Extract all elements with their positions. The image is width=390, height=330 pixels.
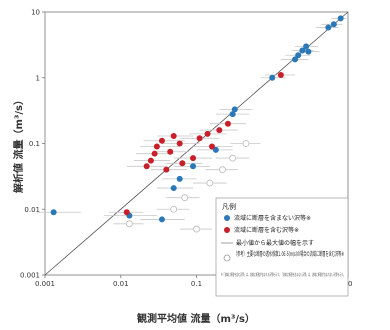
data-point-open xyxy=(170,205,178,213)
data-point-blue xyxy=(299,47,306,54)
data-point-blue xyxy=(325,24,332,31)
data-point-red xyxy=(167,148,174,155)
data-point-red xyxy=(176,140,183,147)
y-axis-title: 解析値 流量（m³/s） xyxy=(12,95,25,193)
data-point-red xyxy=(153,143,160,150)
data-point-blue xyxy=(292,56,299,63)
data-point-red xyxy=(163,166,170,173)
data-point-red xyxy=(123,209,130,216)
data-point-red xyxy=(216,127,223,134)
data-point-red xyxy=(179,160,186,167)
legend-title: 凡例 xyxy=(222,202,236,211)
data-point-red xyxy=(143,163,150,170)
data-point-red xyxy=(224,120,231,127)
y-tick-label: 0.001 xyxy=(20,272,40,280)
data-point-open xyxy=(229,154,237,162)
legend-box xyxy=(215,197,349,297)
data-point-blue xyxy=(229,111,236,118)
data-point-open xyxy=(242,140,250,147)
x-tick-label: 0.1 xyxy=(191,280,202,288)
legend-item-no-fault: 流域に断層を含まない沢等※ xyxy=(234,214,311,222)
data-point-blue xyxy=(231,106,238,113)
legend-note: ※「流域に断層を含む沢等」は、流域に断層が含まれる沢等を示す。「流域に断層を含ま… xyxy=(221,271,345,277)
legend-marker-red xyxy=(224,227,230,233)
data-point-blue xyxy=(305,48,312,55)
data-point-open xyxy=(125,220,133,228)
x-axis-title: 観測平均値 流量（m³/s） xyxy=(137,312,255,325)
data-point-red xyxy=(208,143,215,150)
data-point-blue xyxy=(303,43,310,50)
data-point-blue xyxy=(50,209,57,216)
y-tick-label: 0.01 xyxy=(24,206,40,214)
data-point-red xyxy=(196,135,203,142)
y-tick-label: 10 xyxy=(31,9,40,17)
data-point-blue xyxy=(330,21,337,28)
data-point-blue xyxy=(212,146,219,153)
data-point-red xyxy=(204,130,211,137)
data-point-red xyxy=(151,150,158,157)
legend-item-with-fault: 流域に断層を含む沢等※ xyxy=(234,226,299,234)
data-point-open xyxy=(193,225,200,233)
data-point-red xyxy=(190,155,197,162)
data-point-blue xyxy=(337,15,344,22)
data-point-blue xyxy=(295,52,302,59)
data-points xyxy=(50,15,344,233)
x-tick-label: 0.01 xyxy=(113,280,129,288)
y-tick-label: 1 xyxy=(36,74,40,82)
x-tick-label: 0.001 xyxy=(35,280,55,288)
data-point-blue xyxy=(176,175,183,182)
legend: 凡例 流域に断層を含まない沢等※ 流域に断層を含む沢等※ 最小値から最大値の幅を… xyxy=(215,197,349,297)
data-point-red xyxy=(277,72,284,79)
data-point-red xyxy=(170,133,177,140)
data-point-blue xyxy=(190,163,197,170)
data-point-blue xyxy=(170,185,177,192)
y-tick-label: 0.1 xyxy=(29,140,40,148)
data-point-red xyxy=(147,157,154,164)
data-point-open xyxy=(219,166,226,174)
data-point-red xyxy=(158,137,165,144)
data-point-blue xyxy=(158,216,165,223)
legend-item-reference: （参考）主要な断層の透水係数1.0E-5(m/s)の場合の流域に断層を含む沢等※ xyxy=(234,250,344,258)
y-axis-ticks: 0.001 0.01 0.1 1 10 xyxy=(20,9,45,280)
data-point-open xyxy=(181,194,189,202)
legend-item-range: 最小値から最大値の幅を示す xyxy=(236,239,314,247)
legend-marker-blue xyxy=(224,215,230,221)
data-point-open xyxy=(206,179,214,187)
data-point-blue xyxy=(269,74,276,81)
legend-marker-open xyxy=(223,254,231,262)
